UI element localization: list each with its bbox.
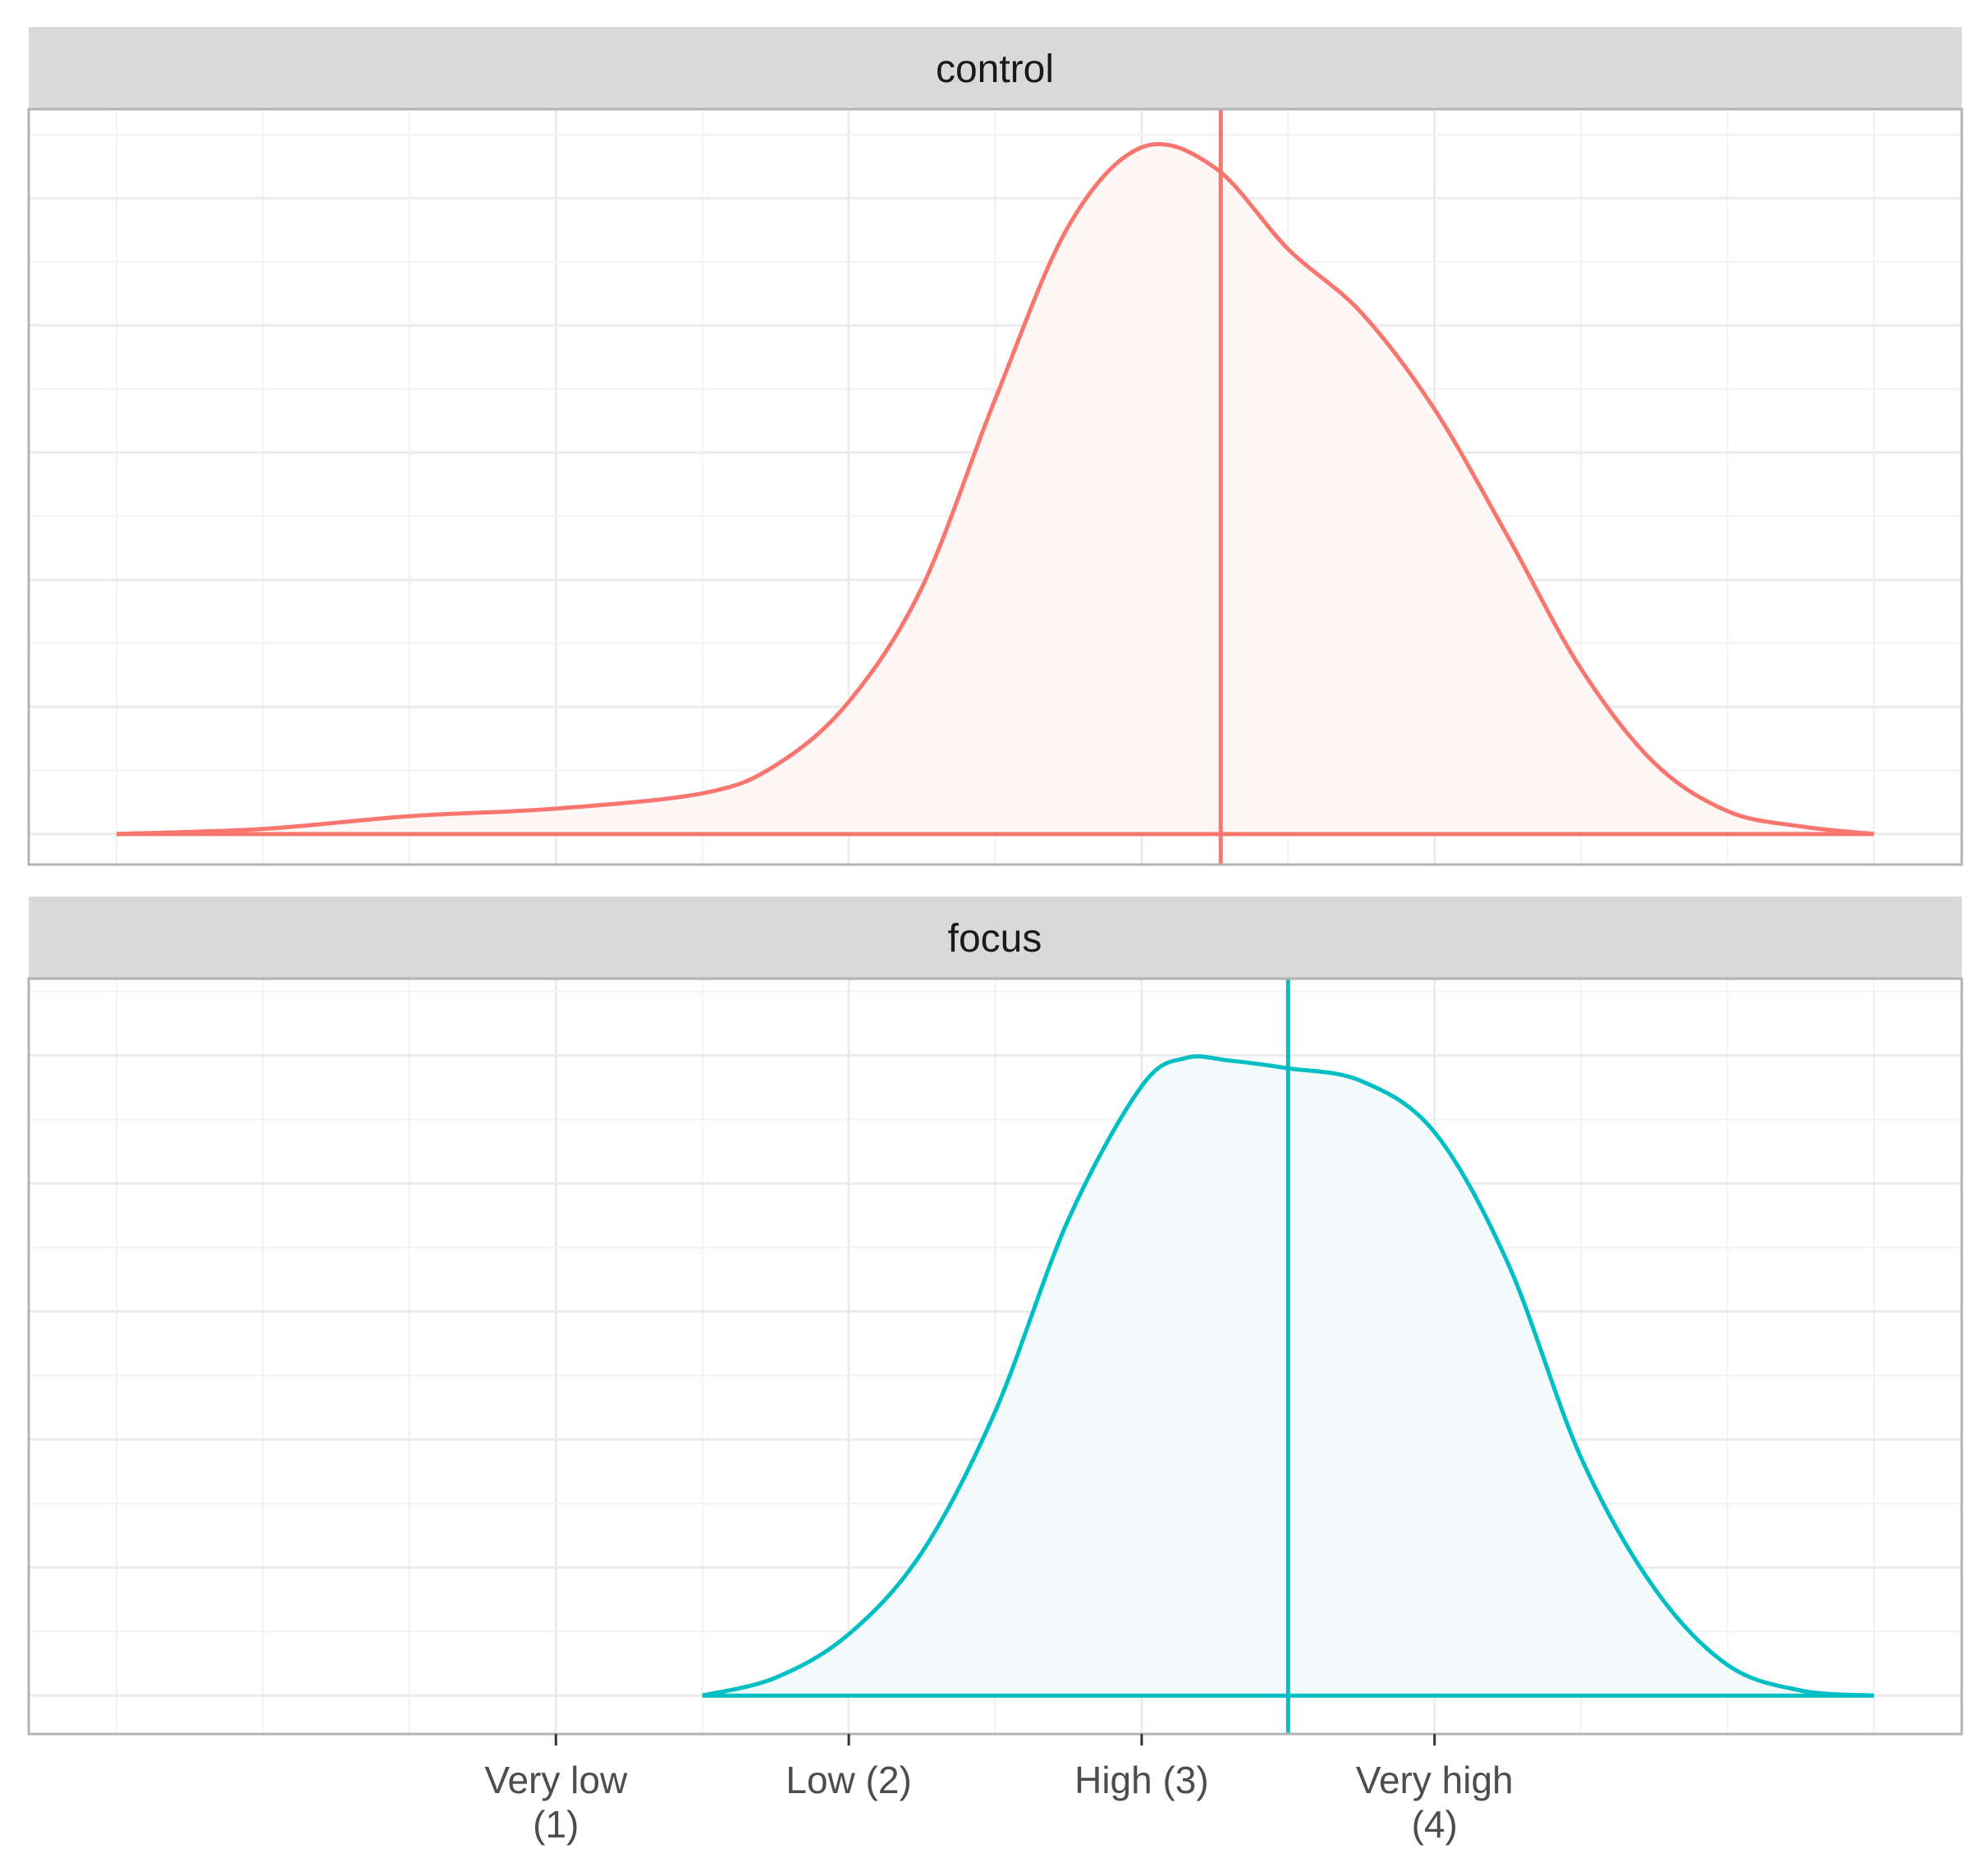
panel-control: control — [27, 27, 1963, 866]
x-tick-label-line: High (3) — [1074, 1759, 1209, 1801]
x-tick-label-line: Very high — [1356, 1759, 1514, 1801]
strip-label-focus: focus — [948, 917, 1042, 961]
density-curve-focus — [702, 1054, 1875, 1698]
marks-control — [116, 109, 1875, 865]
x-tick-label: Very high (4) — [1356, 1759, 1514, 1846]
x-tick-label-line: Very low — [484, 1759, 628, 1801]
panel-border-focus — [27, 977, 1963, 1736]
x-tick-label: Low (2) — [786, 1759, 911, 1801]
strip-background-focus — [29, 897, 1962, 979]
density-curve-control — [116, 142, 1875, 837]
x-tick-label: High (3) — [1074, 1759, 1209, 1801]
x-tick-label-line: (4) — [1412, 1803, 1458, 1846]
panel-focus: focus — [27, 897, 1963, 1736]
x-tick-label-line: Low (2) — [786, 1759, 911, 1801]
marks-focus — [702, 979, 1875, 1734]
x-tick-label: Very low (1) — [484, 1759, 628, 1846]
x-axis: Very low (1) Low (2) High (3) Very high (4) — [484, 1734, 1514, 1846]
x-tick-label-line: (1) — [533, 1803, 579, 1846]
panel-border-control — [27, 108, 1963, 866]
strip-background-control — [29, 27, 1962, 109]
density-area-control — [117, 144, 1874, 834]
strip-label-control: control — [936, 48, 1054, 91]
